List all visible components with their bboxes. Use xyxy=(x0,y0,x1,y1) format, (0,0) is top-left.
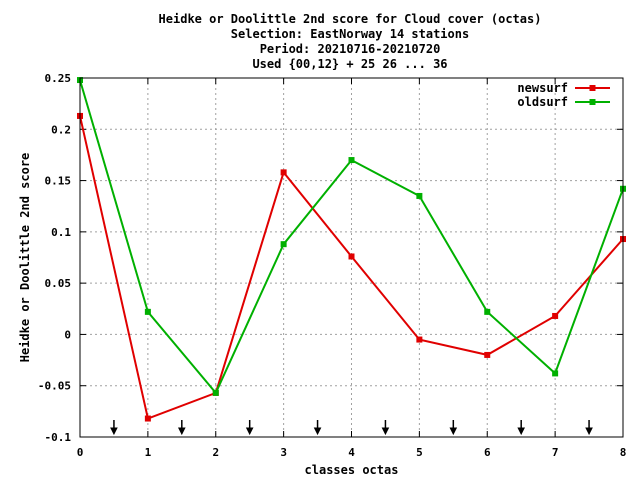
down-arrow-icon xyxy=(585,420,593,436)
x-tick-label: 7 xyxy=(552,446,559,459)
y-tick-label: 0.1 xyxy=(51,226,71,239)
down-arrow-icon xyxy=(381,420,390,436)
down-arrow-icon xyxy=(245,420,254,436)
legend-label: newsurf xyxy=(517,81,568,95)
down-arrow-icon xyxy=(110,420,118,436)
data-point-newsurf xyxy=(144,415,151,422)
data-point-oldsurf xyxy=(144,308,151,315)
x-tick-label: 8 xyxy=(620,446,627,459)
data-point-oldsurf xyxy=(348,157,355,164)
x-tick-label: 1 xyxy=(145,446,152,459)
y-tick-label: 0.05 xyxy=(45,277,72,290)
data-point-newsurf xyxy=(416,336,423,343)
data-point-newsurf xyxy=(484,351,491,358)
legend-entry: newsurf xyxy=(517,81,610,95)
x-tick-label: 5 xyxy=(416,446,423,459)
data-point-newsurf xyxy=(552,312,559,319)
y-axis-label: Heidke or Doolittle 2nd score xyxy=(18,153,32,363)
legend-entry: oldsurf xyxy=(517,95,610,109)
title-line: Selection: EastNorway 14 stations xyxy=(231,27,469,41)
down-arrow-icon xyxy=(178,420,186,436)
legend-label: oldsurf xyxy=(517,95,568,109)
down-arrow-icon xyxy=(313,420,322,436)
chart-title: Heidke or Doolittle 2nd score for Cloud … xyxy=(159,12,542,71)
title-line: Used {00,12} + 25 26 ... 36 xyxy=(252,57,447,71)
x-tick-label: 4 xyxy=(348,446,355,459)
series-line-oldsurf xyxy=(79,79,624,395)
data-point-newsurf xyxy=(348,253,355,260)
x-tick-label: 6 xyxy=(484,446,491,459)
title-line: Heidke or Doolittle 2nd score for Cloud … xyxy=(159,12,542,26)
title-line: Period: 20210716-20210720 xyxy=(260,42,441,56)
y-tick-label: 0 xyxy=(64,328,71,341)
axis-ticks: 0 1 2 3 4 5 6 7 8 -0.1 -0.05 0 0.05 0.1 0.15 0.2 0.25 xyxy=(38,72,626,459)
grid xyxy=(80,78,623,437)
x-tick-label: 2 xyxy=(212,446,219,459)
data-point-oldsurf xyxy=(484,308,491,315)
down-arrow-icon xyxy=(449,420,458,436)
plot-frame xyxy=(79,77,624,438)
data-point-oldsurf xyxy=(280,241,287,248)
legend-marker xyxy=(589,85,596,91)
legend-marker xyxy=(589,99,596,105)
y-tick-label: -0.05 xyxy=(38,380,71,393)
x-tick-label: 0 xyxy=(77,446,84,459)
data-point-oldsurf xyxy=(212,389,219,396)
y-tick-label: 0.15 xyxy=(45,175,72,188)
data-point-oldsurf xyxy=(552,370,559,377)
y-tick-label: 0.25 xyxy=(45,72,72,85)
y-tick-label: 0.2 xyxy=(51,123,71,136)
x-tick-label: 3 xyxy=(280,446,287,459)
y-tick-label: -0.1 xyxy=(45,431,72,444)
x-axis-label: classes octas xyxy=(305,463,399,477)
class-boundary-arrows xyxy=(110,420,593,436)
series xyxy=(77,77,626,422)
down-arrow-icon xyxy=(517,420,525,436)
data-point-oldsurf xyxy=(416,192,423,199)
data-point-newsurf xyxy=(280,169,287,176)
